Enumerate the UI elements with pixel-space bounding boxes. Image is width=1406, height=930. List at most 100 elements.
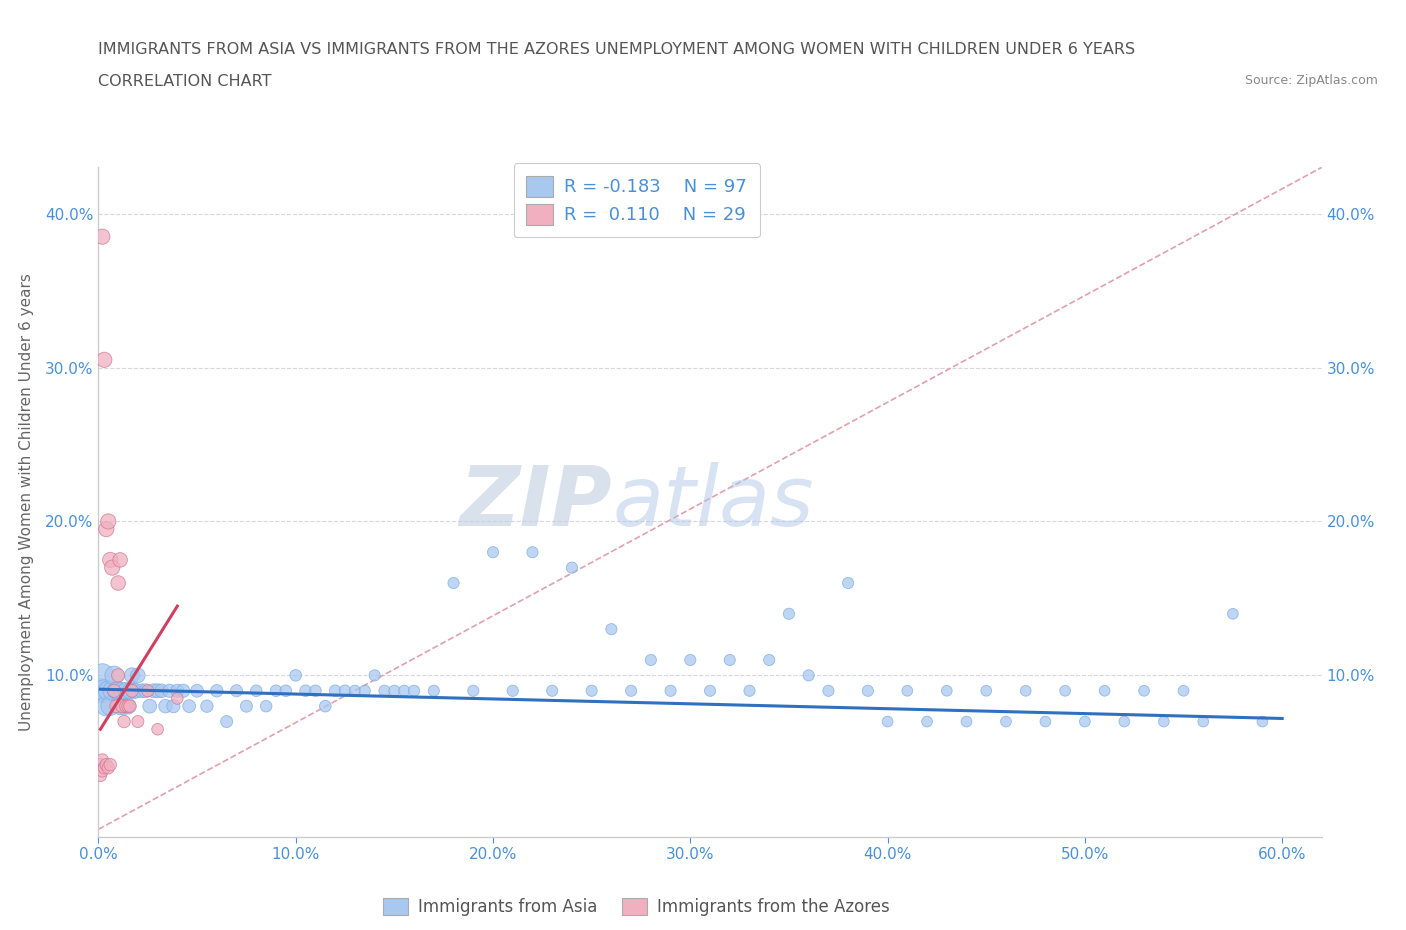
Point	[108, 552, 131, 567]
Point	[117, 698, 139, 713]
Point	[93, 352, 115, 367]
Point	[561, 560, 583, 575]
Point	[463, 684, 485, 698]
Point	[817, 684, 839, 698]
Point	[581, 684, 603, 698]
Point	[179, 698, 201, 713]
Point	[97, 684, 120, 698]
Point	[245, 684, 267, 698]
Point	[235, 698, 257, 713]
Point	[101, 560, 124, 575]
Point	[876, 714, 898, 729]
Point	[994, 714, 1017, 729]
Point	[363, 668, 385, 683]
Point	[115, 684, 138, 698]
Point	[738, 684, 761, 698]
Point	[284, 668, 307, 683]
Point	[162, 698, 184, 713]
Point	[89, 684, 111, 698]
Point	[343, 684, 366, 698]
Y-axis label: Unemployment Among Women with Children Under 6 years: Unemployment Among Women with Children U…	[18, 273, 34, 731]
Text: IMMIGRANTS FROM ASIA VS IMMIGRANTS FROM THE AZORES UNEMPLOYMENT AMONG WOMEN WITH: IMMIGRANTS FROM ASIA VS IMMIGRANTS FROM …	[98, 42, 1136, 57]
Point	[640, 653, 662, 668]
Point	[541, 684, 564, 698]
Point	[373, 684, 395, 698]
Point	[758, 653, 780, 668]
Point	[915, 714, 938, 729]
Text: ZIP: ZIP	[460, 461, 612, 543]
Point	[935, 684, 957, 698]
Point	[1114, 714, 1136, 729]
Point	[159, 684, 181, 698]
Point	[443, 576, 465, 591]
Point	[254, 698, 277, 713]
Point	[150, 684, 173, 698]
Point	[333, 684, 356, 698]
Point	[107, 668, 129, 683]
Point	[1054, 684, 1077, 698]
Point	[896, 684, 918, 698]
Point	[166, 684, 188, 698]
Point	[482, 545, 505, 560]
Point	[195, 698, 218, 713]
Point	[392, 684, 416, 698]
Point	[659, 684, 682, 698]
Point	[127, 668, 149, 683]
Point	[107, 684, 129, 698]
Point	[1251, 714, 1274, 729]
Point	[89, 768, 111, 783]
Point	[1173, 684, 1195, 698]
Point	[108, 698, 131, 713]
Point	[600, 622, 623, 637]
Point	[382, 684, 405, 698]
Point	[142, 684, 165, 698]
Point	[304, 684, 326, 698]
Point	[718, 653, 741, 668]
Text: atlas: atlas	[612, 461, 814, 543]
Point	[103, 668, 125, 683]
Point	[112, 714, 135, 729]
Point	[205, 684, 228, 698]
Point	[1133, 684, 1156, 698]
Point	[974, 684, 997, 698]
Point	[121, 684, 143, 698]
Point	[146, 684, 169, 698]
Point	[127, 714, 149, 729]
Point	[323, 684, 346, 698]
Point	[778, 606, 800, 621]
Point	[91, 752, 114, 767]
Point	[1222, 606, 1244, 621]
Point	[98, 552, 121, 567]
Point	[93, 684, 115, 698]
Point	[166, 691, 188, 706]
Point	[98, 698, 121, 713]
Point	[105, 684, 128, 698]
Point	[111, 684, 134, 698]
Point	[118, 698, 141, 713]
Point	[118, 684, 141, 698]
Point	[225, 684, 247, 698]
Point	[353, 684, 375, 698]
Point	[1015, 684, 1038, 698]
Point	[93, 761, 115, 776]
Point	[955, 714, 977, 729]
Point	[172, 684, 194, 698]
Point	[112, 698, 135, 713]
Point	[699, 684, 721, 698]
Point	[146, 722, 169, 737]
Point	[111, 698, 134, 713]
Point	[117, 698, 139, 713]
Point	[294, 684, 316, 698]
Point	[138, 698, 160, 713]
Point	[1035, 714, 1057, 729]
Point	[423, 684, 446, 698]
Point	[856, 684, 879, 698]
Point	[115, 698, 138, 713]
Point	[1192, 714, 1215, 729]
Point	[105, 698, 128, 713]
Point	[404, 684, 426, 698]
Legend: Immigrants from Asia, Immigrants from the Azores: Immigrants from Asia, Immigrants from th…	[377, 891, 897, 923]
Point	[97, 761, 120, 776]
Point	[96, 698, 118, 713]
Point	[264, 684, 287, 698]
